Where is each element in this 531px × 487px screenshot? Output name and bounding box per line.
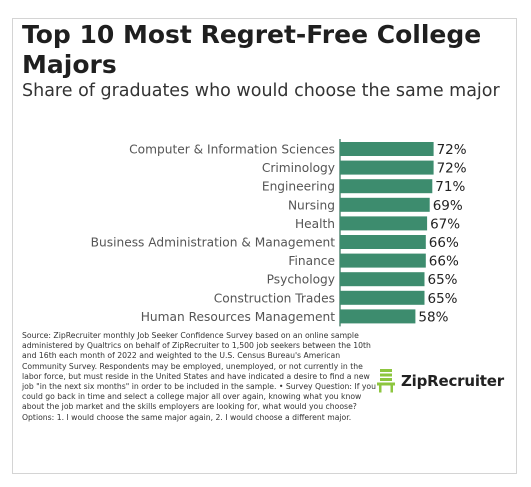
bar (340, 142, 434, 156)
chart-subtitle: Share of graduates who would choose the … (22, 81, 500, 101)
value-label: 66% (429, 235, 459, 251)
category-label: Criminology (262, 161, 335, 175)
bar (340, 216, 428, 231)
bar (340, 235, 426, 249)
category-label: Business Administration & Management (91, 236, 336, 250)
chart-title: Top 10 Most Regret-Free College Majors (22, 20, 482, 79)
ziprecruiter-chair-logo-icon (377, 369, 395, 393)
ziprecruiter-logo: ZipRecruiter (376, 369, 504, 393)
value-label: 67% (430, 216, 460, 232)
value-label: 58% (418, 309, 448, 325)
category-label: Construction Trades (214, 291, 335, 305)
bar (340, 290, 425, 305)
value-label: 71% (435, 179, 465, 195)
logo-text: ZipRecruiter (401, 372, 504, 390)
category-label: Finance (288, 254, 335, 268)
value-label: 66% (429, 254, 459, 270)
bar (340, 197, 430, 212)
source-note: Source: ZipRecruiter monthly Job Seeker … (22, 331, 377, 422)
value-label: 65% (428, 272, 458, 288)
chart-card (12, 18, 517, 474)
value-label: 65% (428, 291, 458, 307)
bar (340, 253, 426, 268)
category-label: Engineering (262, 180, 335, 194)
value-label: 72% (437, 161, 467, 177)
category-label: Psychology (267, 273, 335, 287)
value-label: 72% (437, 142, 467, 158)
bar (340, 179, 433, 194)
category-label: Human Resources Management (141, 310, 335, 324)
bar (340, 309, 416, 324)
value-label: 69% (433, 198, 463, 214)
category-label: Nursing (288, 198, 335, 212)
bar-chart: Computer & Information Sciences 72% Crimin… (91, 139, 467, 327)
bar (340, 272, 425, 287)
category-label: Computer & Information Sciences (129, 143, 335, 157)
category-label: Health (295, 217, 335, 231)
bar (340, 160, 434, 175)
